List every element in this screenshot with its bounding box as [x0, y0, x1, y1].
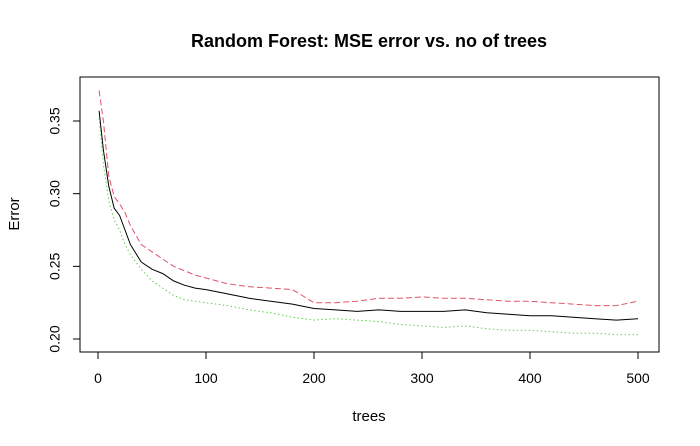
- series-line-3: [98, 118, 638, 336]
- x-axis-label: trees: [352, 408, 385, 425]
- x-tick-label: 400: [518, 370, 542, 386]
- y-tick-label: 0.25: [47, 252, 63, 279]
- x-tick-label: 300: [410, 370, 434, 386]
- chart-title: Random Forest: MSE error vs. no of trees: [191, 31, 547, 51]
- x-axis: 0 100 200 300 400 500: [94, 351, 650, 386]
- x-tick-label: 200: [302, 370, 326, 386]
- x-tick-label: 500: [626, 370, 650, 386]
- y-tick-label: 0.20: [47, 325, 63, 352]
- x-tick-label: 100: [194, 370, 218, 386]
- series-line-2: [98, 90, 639, 307]
- y-tick-label: 0.30: [47, 180, 63, 207]
- y-tick-label: 0.35: [47, 107, 63, 134]
- series-layer: [98, 90, 639, 336]
- x-tick-label: 0: [94, 370, 102, 386]
- series-line-1: [98, 110, 639, 321]
- y-axis-label: Error: [6, 197, 23, 230]
- y-axis: 0.20 0.25 0.30 0.35: [47, 107, 81, 353]
